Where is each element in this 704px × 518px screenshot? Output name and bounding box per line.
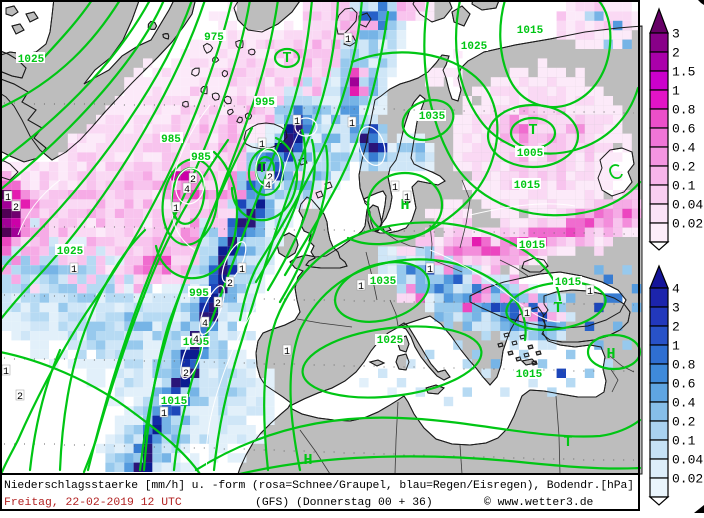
svg-text:4: 4 xyxy=(265,181,271,192)
svg-text:0.6: 0.6 xyxy=(672,377,695,392)
svg-text:2: 2 xyxy=(190,175,196,186)
svg-text:1025: 1025 xyxy=(57,246,84,258)
svg-text:3: 3 xyxy=(672,301,680,316)
svg-text:1: 1 xyxy=(345,35,351,46)
svg-text:0.04: 0.04 xyxy=(672,198,703,213)
svg-text:0.2: 0.2 xyxy=(672,160,695,175)
svg-text:T: T xyxy=(528,122,537,139)
svg-text:1015: 1015 xyxy=(555,277,582,289)
svg-text:2: 2 xyxy=(672,46,680,61)
svg-text:0.1: 0.1 xyxy=(672,434,696,449)
svg-text:0.2: 0.2 xyxy=(672,415,695,430)
svg-text:H: H xyxy=(303,452,312,469)
svg-text:Niederschlagsstaerke [mm/h] u.: Niederschlagsstaerke [mm/h] u. -form (ro… xyxy=(4,480,634,492)
svg-text:0.4: 0.4 xyxy=(672,396,696,411)
svg-text:2: 2 xyxy=(183,369,189,380)
svg-text:T: T xyxy=(563,434,572,451)
svg-text:985: 985 xyxy=(191,152,211,164)
svg-text:1: 1 xyxy=(239,265,245,276)
svg-text:1: 1 xyxy=(672,84,680,99)
svg-text:1: 1 xyxy=(5,193,11,204)
svg-text:0.1: 0.1 xyxy=(672,179,696,194)
svg-text:1015: 1015 xyxy=(161,396,188,408)
svg-text:0.02: 0.02 xyxy=(672,217,703,232)
svg-text:2: 2 xyxy=(267,173,273,184)
svg-text:T: T xyxy=(257,160,266,177)
svg-text:1: 1 xyxy=(284,347,290,358)
svg-text:1: 1 xyxy=(71,265,77,276)
svg-text:1025: 1025 xyxy=(18,54,45,66)
svg-text:0.02: 0.02 xyxy=(672,472,703,487)
svg-text:H: H xyxy=(606,346,615,363)
svg-text:2: 2 xyxy=(13,203,19,214)
svg-text:© www.wetter3.de: © www.wetter3.de xyxy=(484,497,594,509)
svg-text:995: 995 xyxy=(189,288,209,300)
svg-text:0.4: 0.4 xyxy=(672,141,696,156)
svg-text:985: 985 xyxy=(161,134,181,146)
svg-text:0.6: 0.6 xyxy=(672,122,695,137)
svg-text:1015: 1015 xyxy=(516,369,543,381)
svg-text:1: 1 xyxy=(3,367,9,378)
svg-text:1.5: 1.5 xyxy=(672,65,695,80)
svg-text:1015: 1015 xyxy=(514,180,541,192)
svg-text:1: 1 xyxy=(173,204,179,215)
svg-text:1025: 1025 xyxy=(461,41,488,53)
svg-text:1: 1 xyxy=(161,409,167,420)
svg-text:2: 2 xyxy=(215,299,221,310)
svg-text:(GFS) (Donnerstag 00 + 36): (GFS) (Donnerstag 00 + 36) xyxy=(255,497,433,509)
svg-text:1: 1 xyxy=(404,193,410,204)
svg-text:T: T xyxy=(553,300,562,317)
svg-text:1005: 1005 xyxy=(517,148,544,160)
svg-text:4: 4 xyxy=(672,282,680,297)
svg-text:2: 2 xyxy=(17,392,23,403)
svg-text:1035: 1035 xyxy=(370,276,397,288)
svg-text:0.8: 0.8 xyxy=(672,358,695,373)
svg-text:1: 1 xyxy=(524,309,530,320)
svg-text:1: 1 xyxy=(349,119,355,130)
svg-text:1: 1 xyxy=(294,117,300,128)
svg-text:Freitag, 22-02-2019 12 UTC: Freitag, 22-02-2019 12 UTC xyxy=(4,497,182,509)
svg-text:H: H xyxy=(400,197,409,214)
svg-text:3: 3 xyxy=(672,27,680,42)
svg-text:0.8: 0.8 xyxy=(672,103,695,118)
svg-text:975: 975 xyxy=(204,32,224,44)
svg-text:1: 1 xyxy=(259,140,265,151)
svg-text:1: 1 xyxy=(672,339,680,354)
svg-text:4: 4 xyxy=(193,335,199,346)
svg-text:1: 1 xyxy=(587,287,593,298)
svg-text:1035: 1035 xyxy=(419,111,446,123)
svg-text:0.04: 0.04 xyxy=(672,453,703,468)
svg-text:1015: 1015 xyxy=(517,25,544,37)
svg-text:1: 1 xyxy=(427,265,433,276)
svg-text:2: 2 xyxy=(227,279,233,290)
svg-text:1: 1 xyxy=(392,183,398,194)
svg-text:T: T xyxy=(282,50,291,67)
svg-text:2: 2 xyxy=(672,320,680,335)
svg-text:995: 995 xyxy=(255,97,275,109)
svg-text:1: 1 xyxy=(358,282,364,293)
svg-text:4: 4 xyxy=(184,185,190,196)
svg-text:1015: 1015 xyxy=(519,240,546,252)
svg-text:1025: 1025 xyxy=(377,335,404,347)
svg-text:4: 4 xyxy=(202,319,208,330)
